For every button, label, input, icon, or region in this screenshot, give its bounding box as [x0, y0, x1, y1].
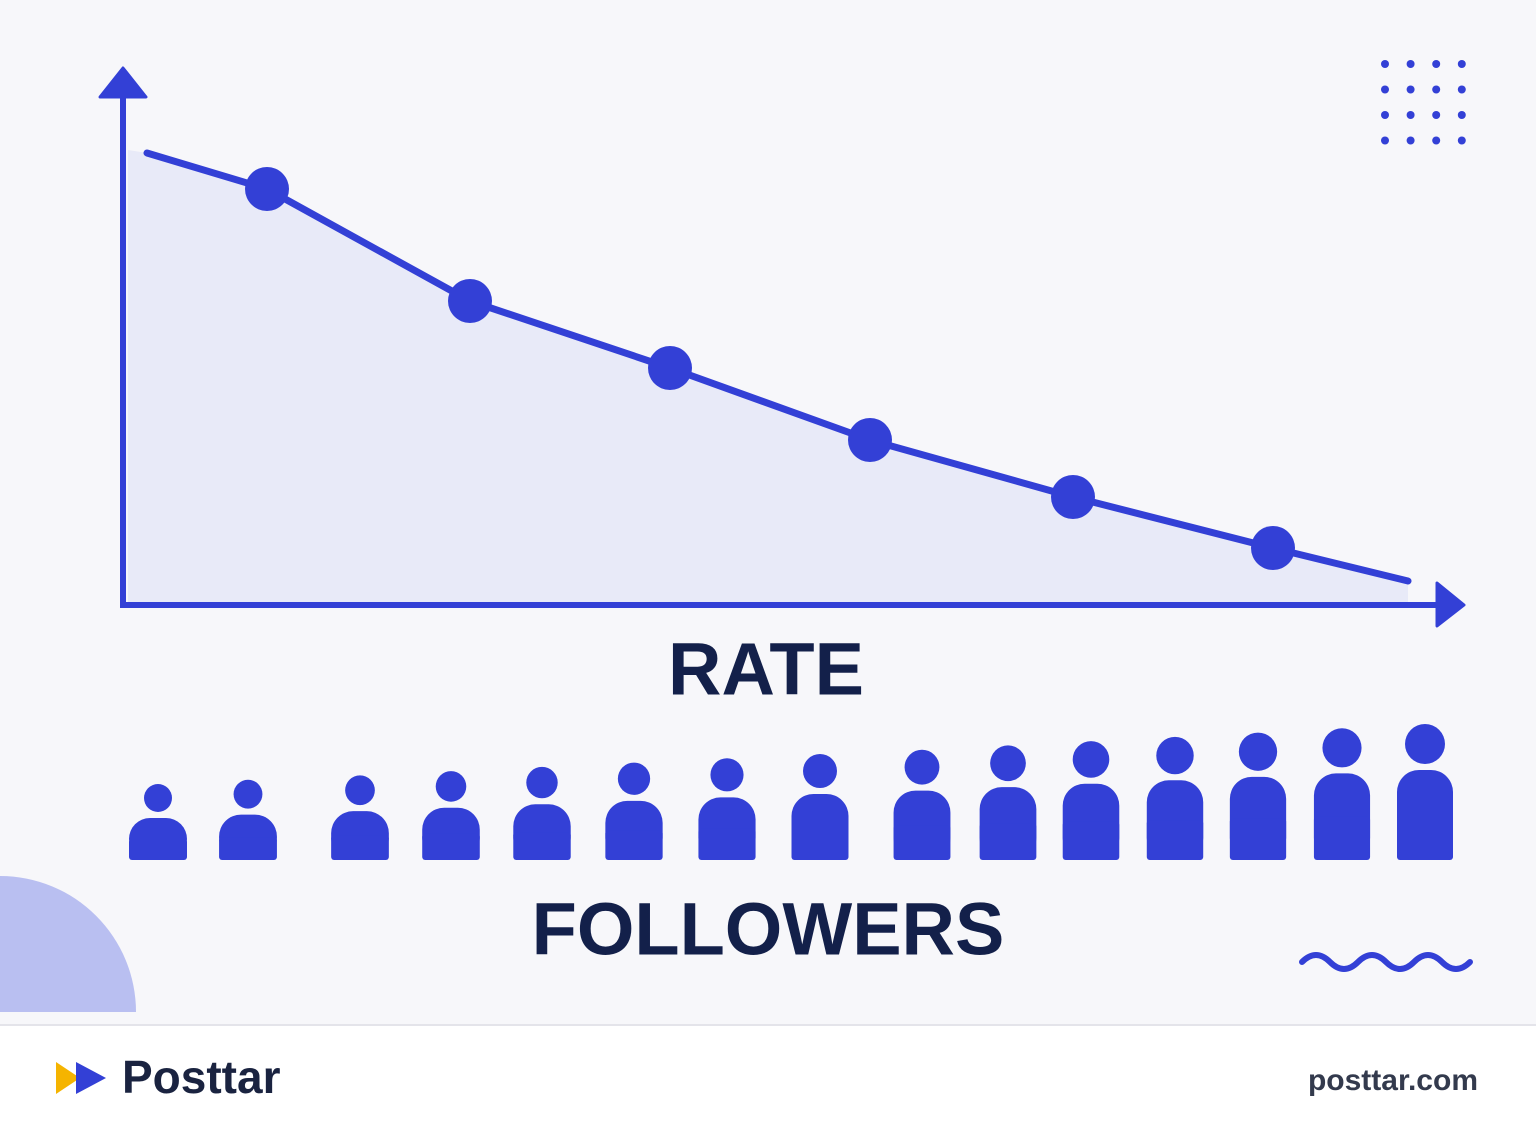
dot — [1457, 60, 1466, 68]
person — [698, 758, 756, 860]
dot-grid — [1381, 60, 1466, 145]
dot — [1406, 85, 1415, 94]
person — [979, 745, 1037, 860]
person-body-base — [331, 835, 389, 860]
person-head — [1322, 728, 1362, 768]
wave — [1299, 952, 1473, 972]
person-body-base — [1229, 818, 1287, 860]
point — [848, 418, 892, 462]
person — [1313, 728, 1371, 860]
point — [245, 167, 289, 211]
person — [1062, 741, 1120, 860]
dot — [1432, 60, 1441, 68]
person — [422, 771, 480, 860]
person-head — [990, 745, 1026, 782]
brand: Posttar — [122, 1051, 281, 1103]
person-head — [1072, 741, 1110, 778]
person-body-base — [1397, 815, 1453, 860]
logo-mark — [56, 1062, 80, 1094]
dot — [1381, 136, 1389, 145]
person-body-base — [893, 825, 951, 860]
point — [1051, 475, 1095, 519]
point — [648, 346, 692, 390]
y-arrow — [98, 66, 148, 99]
area — [128, 150, 1408, 602]
person — [513, 766, 571, 860]
logo-mark — [76, 1062, 106, 1094]
trend-line — [143, 149, 1412, 585]
x-arrow — [1435, 581, 1466, 628]
person-head — [526, 766, 558, 799]
person — [605, 762, 663, 860]
dot — [1406, 60, 1415, 68]
dot — [1406, 111, 1415, 119]
person-body-base — [129, 839, 187, 860]
decor-circle — [0, 876, 136, 1012]
person — [791, 754, 849, 860]
person-head — [617, 762, 651, 795]
dot — [1432, 136, 1441, 145]
person — [1229, 732, 1287, 860]
person-body-base — [513, 832, 571, 860]
person-head — [904, 749, 940, 785]
person-head — [144, 784, 172, 812]
person-body-base — [422, 833, 480, 860]
axis-label: RATE — [668, 628, 864, 711]
person-head — [233, 779, 263, 809]
trend-points — [245, 167, 1295, 570]
person-body-base — [219, 837, 277, 860]
person-head — [1238, 732, 1278, 771]
person-body-base — [1313, 816, 1371, 860]
point — [1251, 526, 1295, 570]
person — [219, 779, 277, 860]
person-body-base — [791, 827, 849, 860]
dot — [1432, 85, 1441, 94]
person-head — [803, 754, 837, 788]
dot — [1381, 85, 1389, 94]
person-head — [435, 771, 467, 802]
caption: FOLLOWERS — [532, 888, 1005, 971]
person — [331, 775, 389, 860]
person — [1397, 724, 1453, 860]
person — [893, 749, 951, 860]
person-body-base — [979, 823, 1037, 860]
dot — [1381, 111, 1389, 119]
dot — [1432, 111, 1441, 119]
person-body-base — [605, 830, 663, 860]
dot — [1457, 111, 1466, 119]
people — [129, 724, 1453, 860]
footer — [0, 1025, 1536, 1136]
dot — [1457, 136, 1466, 145]
person-head — [710, 758, 744, 792]
url[interactable]: posttar.com — [1308, 1064, 1478, 1097]
person-head — [1156, 736, 1194, 775]
person-head — [345, 775, 375, 806]
person — [1146, 736, 1204, 860]
point — [448, 279, 492, 323]
person-body-base — [698, 828, 756, 860]
dot — [1457, 85, 1466, 94]
dot — [1381, 60, 1389, 68]
person-body-base — [1062, 821, 1120, 860]
person-body-base — [1146, 820, 1204, 860]
person-head — [1405, 724, 1445, 764]
dot — [1406, 136, 1415, 145]
person — [129, 784, 187, 860]
